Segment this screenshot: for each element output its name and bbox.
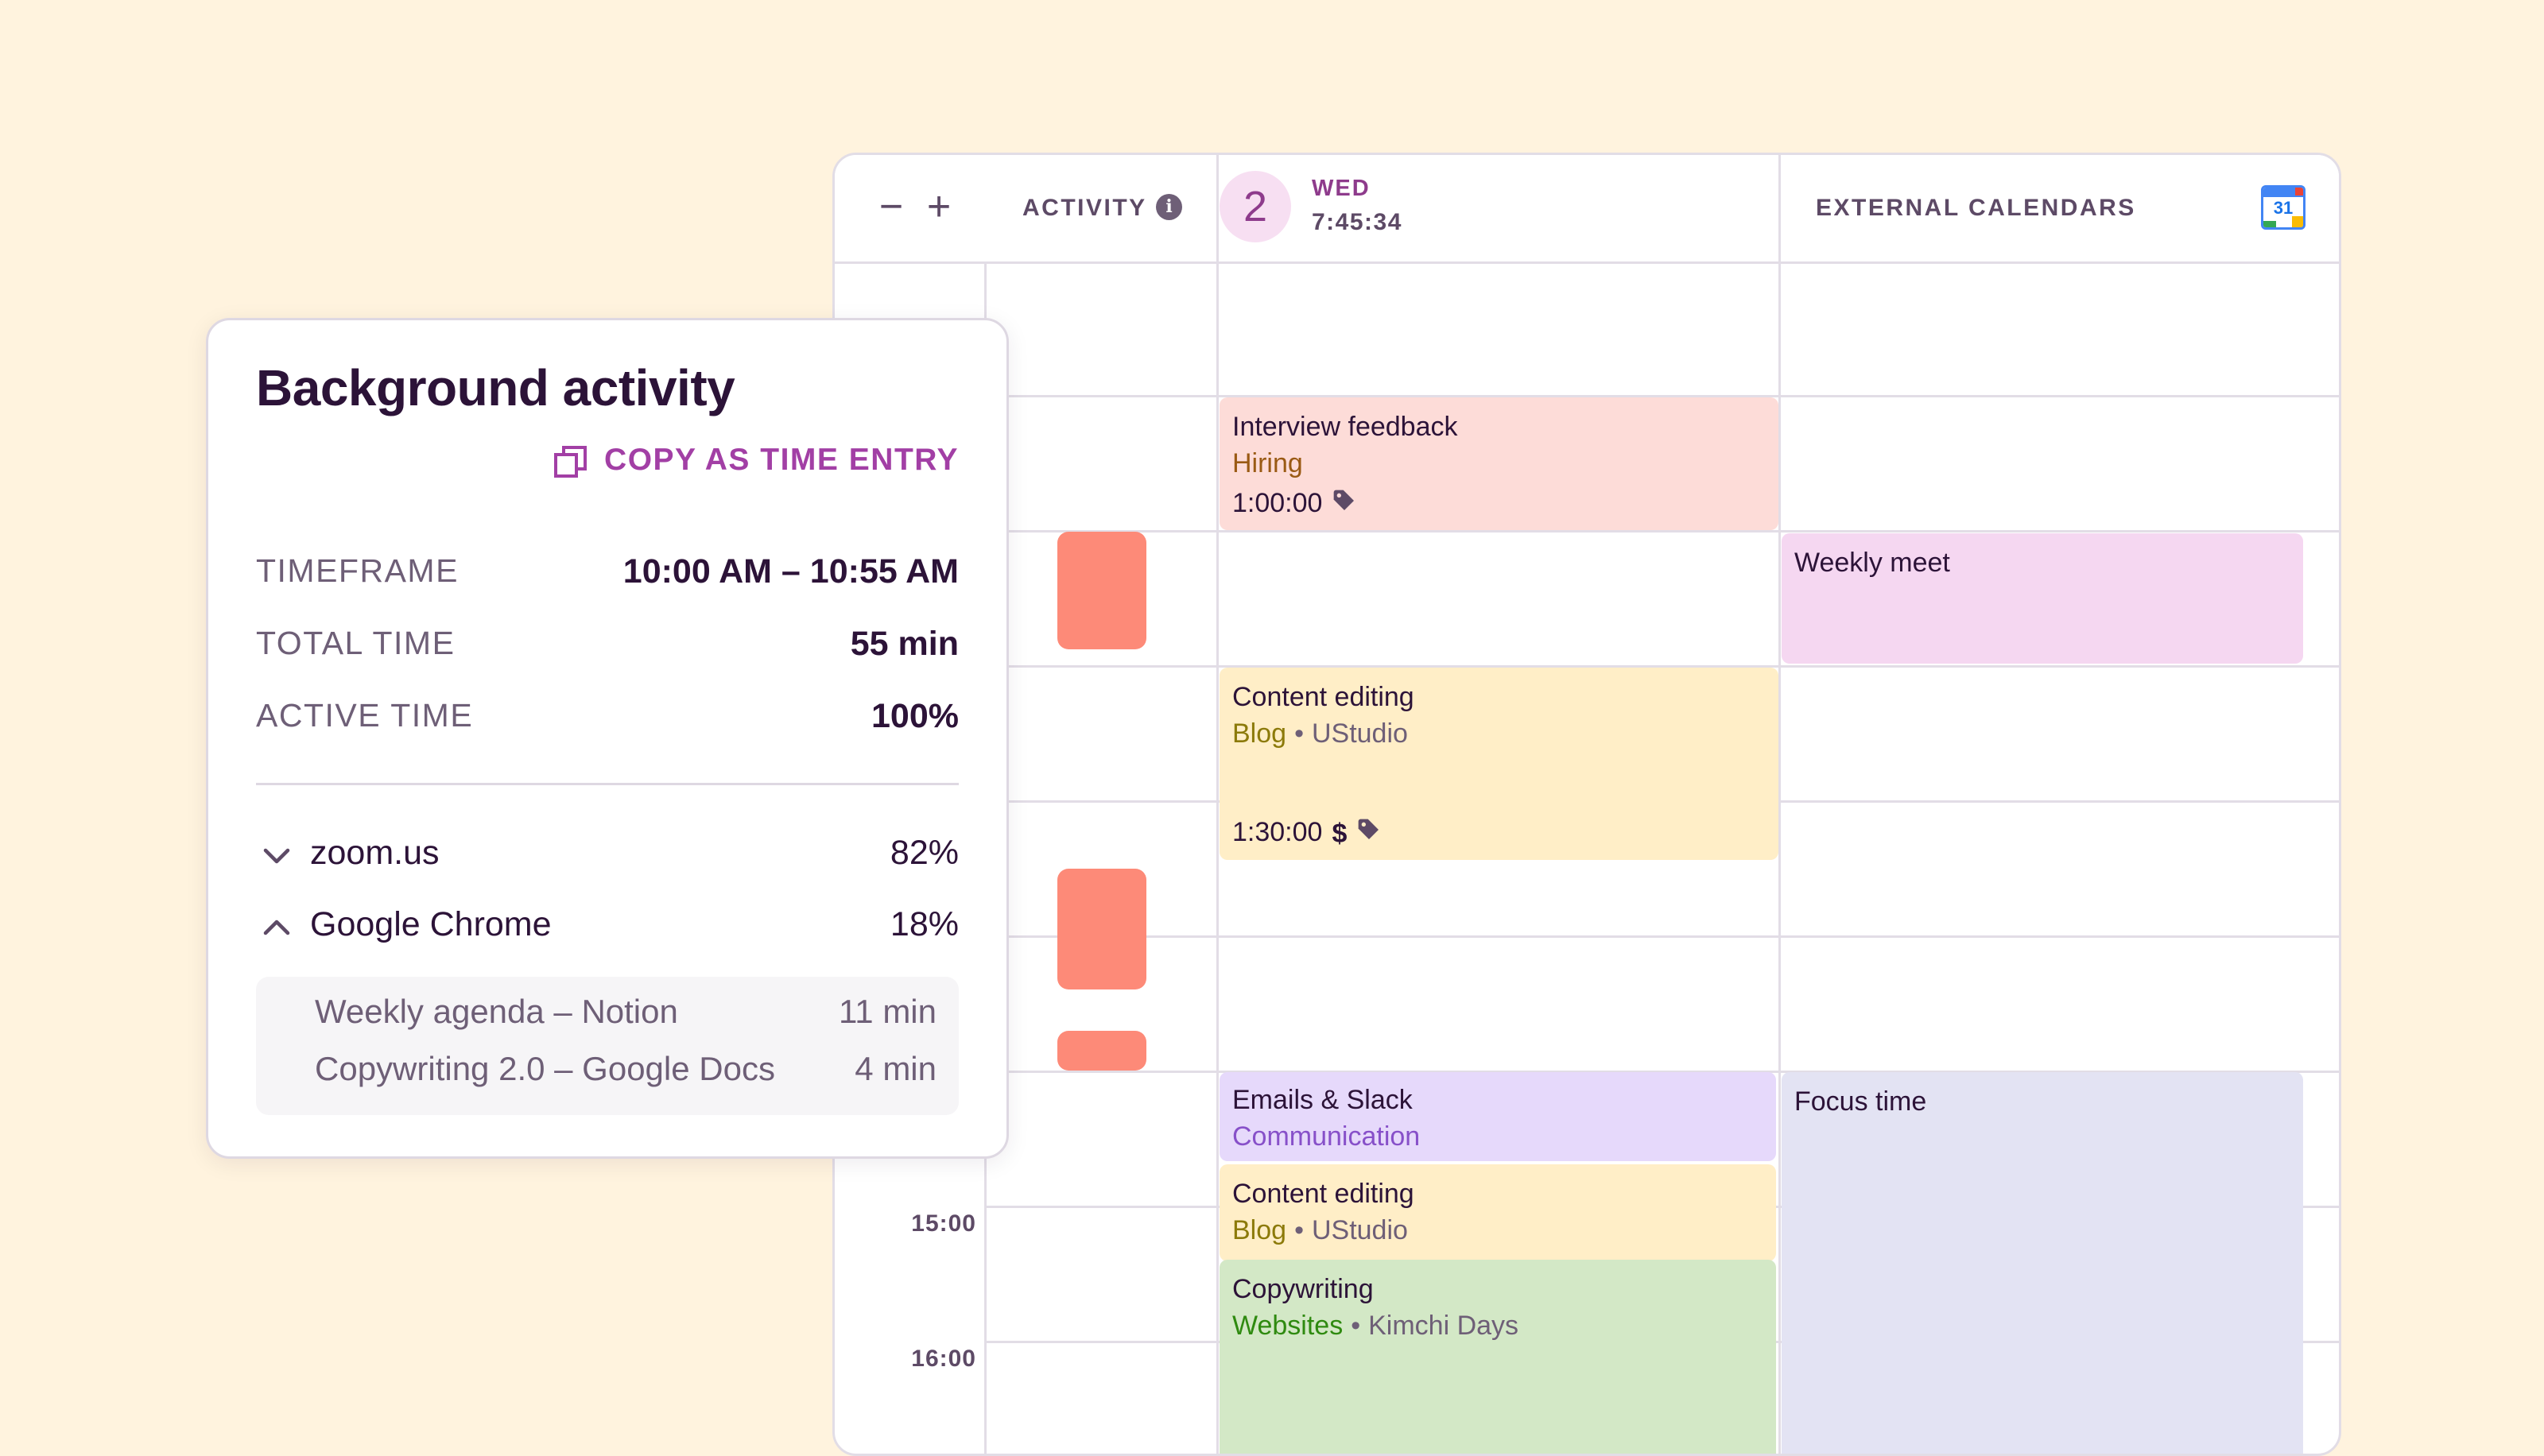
- copy-icon: [553, 444, 588, 479]
- app-percent: 82%: [890, 834, 959, 872]
- time-entry-copywriting[interactable]: Copywriting Websites • Kimchi Days: [1220, 1260, 1776, 1454]
- chrome-details: Weekly agenda – Notion 11 min Copywritin…: [256, 977, 959, 1115]
- entry-client: UStudio: [1311, 1215, 1408, 1245]
- app-name: zoom.us: [310, 834, 440, 872]
- entry-project: Hiring: [1232, 448, 1303, 478]
- item-name: Weekly agenda – Notion: [315, 993, 678, 1030]
- day-number-badge[interactable]: 2: [1220, 171, 1291, 242]
- time-entry-emails-slack[interactable]: Emails & Slack Communication: [1220, 1072, 1776, 1161]
- grid-line: [984, 665, 2339, 668]
- list-item: Copywriting 2.0 – Google Docs 4 min: [315, 1050, 937, 1093]
- stat-label: ACTIVE TIME: [256, 697, 474, 734]
- stat-value: 55 min: [850, 625, 959, 663]
- entry-project: Blog: [1232, 1215, 1287, 1245]
- entry-duration: 1:30:00: [1232, 817, 1323, 847]
- entry-client: Kimchi Days: [1368, 1311, 1519, 1341]
- copy-label: COPY AS TIME ENTRY: [604, 443, 959, 477]
- info-icon[interactable]: i: [1156, 194, 1182, 220]
- grid-line: [1216, 155, 1219, 1454]
- entry-title: Copywriting: [1232, 1274, 1374, 1304]
- grid-line: [984, 530, 2339, 532]
- divider: [256, 783, 959, 785]
- item-time: 11 min: [839, 993, 937, 1030]
- entry-title: Content editing: [1232, 1179, 1414, 1209]
- app-row-google-chrome[interactable]: Google Chrome 18%: [256, 905, 959, 953]
- app-row-zoom[interactable]: zoom.us 82%: [256, 834, 959, 881]
- hour-label: 15:00: [911, 1210, 976, 1237]
- entry-project: Websites: [1232, 1311, 1344, 1341]
- zoom-out-button[interactable]: −: [878, 184, 904, 230]
- chevron-down-icon[interactable]: [259, 838, 294, 873]
- tag-icon: [1332, 486, 1357, 523]
- app-percent: 18%: [890, 905, 959, 943]
- activity-block[interactable]: [1057, 1031, 1146, 1071]
- external-event-weekly-meet[interactable]: Weekly meet: [1782, 533, 2303, 664]
- list-item: Weekly agenda – Notion 11 min: [315, 993, 937, 1036]
- grid-line: [984, 935, 2339, 938]
- item-time: 4 min: [855, 1050, 937, 1087]
- copy-as-time-entry-button[interactable]: COPY AS TIME ENTRY: [553, 443, 959, 479]
- grid-line: [1778, 155, 1781, 1454]
- calendar-header: − + ACTIVITY i 2 WED 7:45:34 EXTERNAL CA…: [835, 155, 2339, 264]
- stat-value: 10:00 AM – 10:55 AM: [622, 552, 959, 591]
- entry-project: Communication: [1232, 1121, 1421, 1152]
- grid-line: [984, 1071, 2339, 1073]
- entry-client: UStudio: [1311, 718, 1408, 749]
- day-name: WED: [1312, 176, 1371, 201]
- stat-value: 100%: [871, 697, 959, 735]
- google-calendar-icon[interactable]: 31: [2261, 185, 2306, 230]
- current-time: 7:45:34: [1312, 209, 1402, 235]
- item-name: Copywriting 2.0 – Google Docs: [315, 1050, 775, 1087]
- time-entry-content-editing[interactable]: Content editing Blog • UStudio 1:30:00 $: [1220, 668, 1778, 860]
- chevron-up-icon[interactable]: [259, 910, 294, 945]
- activity-block[interactable]: [1057, 869, 1146, 989]
- grid-line: [984, 395, 2339, 397]
- zoom-in-button[interactable]: +: [926, 184, 952, 230]
- hour-label: 16:00: [911, 1346, 976, 1372]
- entry-title: Emails & Slack: [1232, 1085, 1413, 1115]
- tag-icon: [1356, 815, 1382, 852]
- entry-title: Content editing: [1232, 682, 1414, 712]
- stat-total-time: TOTAL TIME 55 min: [256, 625, 959, 672]
- entry-title: Interview feedback: [1232, 412, 1458, 442]
- external-event-focus-time[interactable]: Focus time: [1782, 1072, 2303, 1454]
- google-calendar-day: 31: [2273, 198, 2294, 218]
- external-calendars-label: EXTERNAL CALENDARS: [1816, 195, 2136, 221]
- activity-block[interactable]: [1057, 532, 1146, 649]
- entry-project: Blog: [1232, 718, 1287, 749]
- stat-label: TOTAL TIME: [256, 625, 456, 661]
- time-entry-content-editing[interactable]: Content editing Blog • UStudio: [1220, 1164, 1776, 1261]
- app-name: Google Chrome: [310, 905, 552, 943]
- entry-duration: 1:00:00: [1232, 488, 1323, 518]
- stat-active-time: ACTIVE TIME 100%: [256, 697, 959, 745]
- external-event-title: Focus time: [1794, 1086, 1927, 1117]
- background-activity-popover: Background activity COPY AS TIME ENTRY T…: [206, 318, 1009, 1159]
- external-event-title: Weekly meet: [1794, 548, 1950, 578]
- popover-title: Background activity: [256, 359, 735, 416]
- calendar-window: − + ACTIVITY i 2 WED 7:45:34 EXTERNAL CA…: [832, 153, 2341, 1456]
- stat-timeframe: TIMEFRAME 10:00 AM – 10:55 AM: [256, 552, 959, 600]
- time-entry-interview-feedback[interactable]: Interview feedback Hiring 1:00:00: [1220, 397, 1778, 530]
- stat-label: TIMEFRAME: [256, 552, 459, 589]
- activity-column-label: ACTIVITY: [1022, 195, 1147, 221]
- billable-icon: $: [1332, 819, 1348, 850]
